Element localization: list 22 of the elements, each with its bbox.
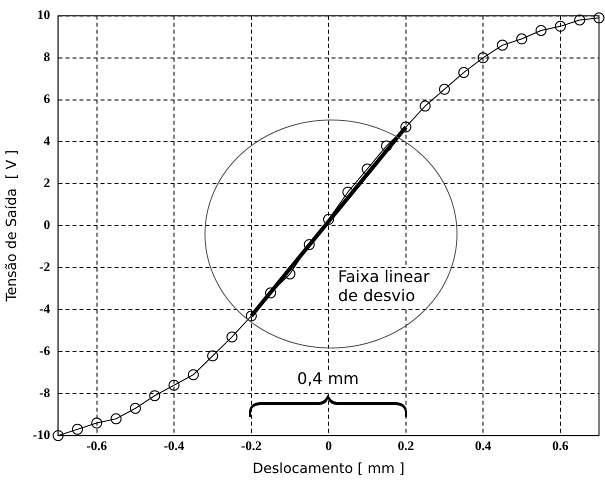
y-tick-label: -8 [39, 384, 51, 400]
y-tick-label: -10 [32, 426, 50, 442]
y-tick-label: 4 [44, 133, 51, 148]
y-tick-label: 6 [44, 91, 51, 106]
y-tick-label: 8 [44, 49, 51, 64]
x-tick-label: -0.4 [164, 438, 185, 453]
x-tick-label: -0.6 [86, 438, 108, 453]
y-tick-label: 0 [44, 217, 50, 232]
x-tick-label: 0 [325, 438, 332, 453]
y-tick-label: -2 [39, 259, 50, 274]
x-tick-label: 0.2 [398, 438, 414, 453]
y-tick-label: -4 [39, 301, 51, 316]
x-axis-title: Deslocamento [ mm ] [252, 461, 405, 478]
annotation: 0,4 mm [297, 369, 359, 388]
x-tick-label: 0.6 [552, 438, 569, 453]
x-tick-label: -0.2 [241, 438, 262, 453]
y-tick-label: -6 [39, 343, 51, 358]
annotation: Faixa linear de desvio [338, 267, 430, 306]
y-tick-label: 2 [44, 175, 50, 190]
y-axis-title: Tensão de Saída [ V ] [4, 150, 20, 303]
y-tick-label: 10 [37, 7, 50, 22]
x-tick-label: 0.4 [474, 438, 492, 453]
